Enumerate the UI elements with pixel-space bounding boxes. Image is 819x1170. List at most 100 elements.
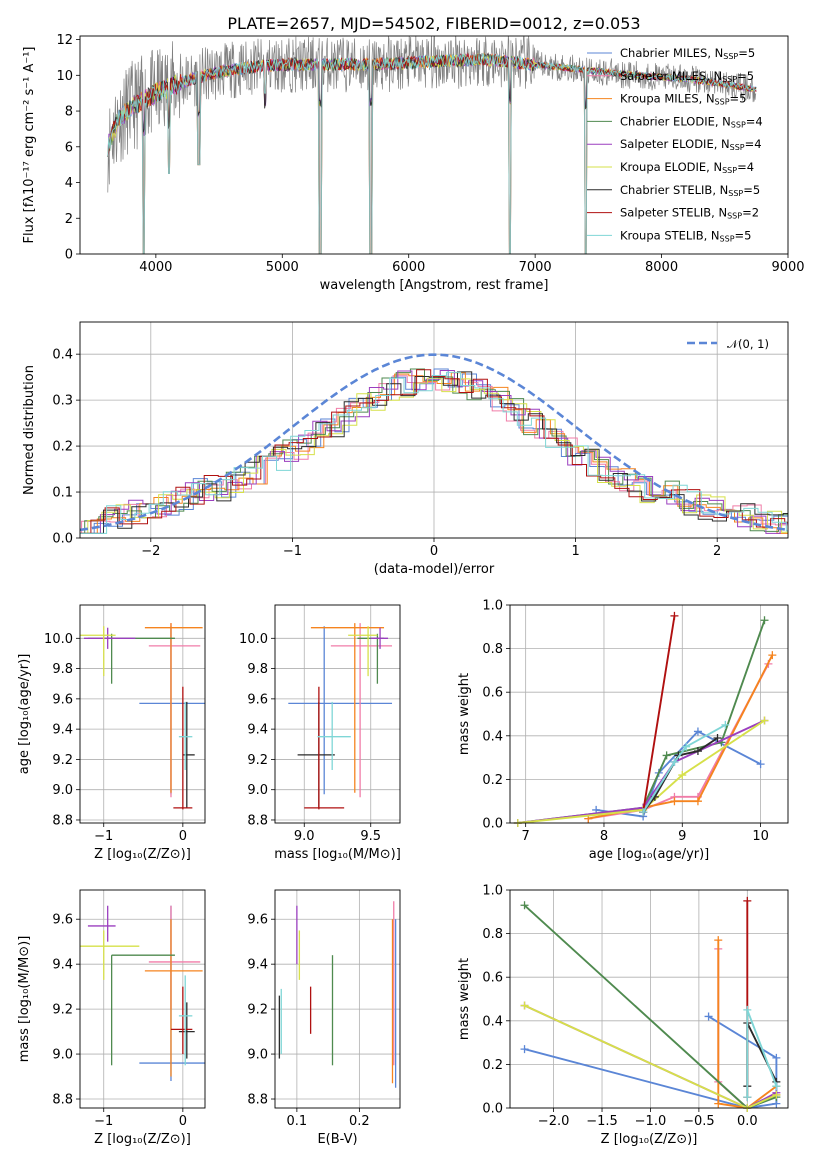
spectrum-axes: 4000 5000 6000 7000 8000 9000 0 2 4 6 8 10 12 [56,33,804,275]
histogram-series [80,370,788,534]
legend-label-suffix: =5 [735,228,752,242]
series-marker [670,797,679,806]
spectrum-plot [107,36,757,254]
y-tick-label: 9.4 [52,723,73,738]
series-marker [772,1082,781,1091]
x-tick-label: 9 [678,829,686,844]
histogram-series [80,377,788,534]
series-marker [772,1090,781,1099]
y-tick-label: 0.6 [482,686,503,701]
y-axis-label: mass [log₁₀(M/M⊙)] [17,936,32,1063]
y-axis-label: mass weight [457,673,472,755]
y-tick-label: 9.6 [247,913,268,928]
x-tick-label: −1 [94,829,113,844]
y-tick-label: 9.2 [247,753,268,768]
legend-label: Salpeter MILES, NSSP=5 [620,69,754,84]
y-tick-label: 1.0 [482,884,503,899]
series-marker [704,1012,713,1021]
x-tick-label: −2 [141,544,160,559]
series-marker [520,1001,529,1010]
legend-label-main: Kroupa STELIB, N [620,228,720,242]
massweight-vs-age-frame [509,604,789,824]
mass-vs-ebv-frame [274,889,401,1109]
y-tick-label: 8.8 [247,1093,268,1108]
mass-vs-ebv-points [278,901,397,1088]
series-marker [670,757,679,766]
x-tick-label: 6000 [392,260,425,275]
legend-label-sub: SSP [730,143,745,152]
legend-label-suffix: =4 [745,137,762,151]
residuals-axes: −2 −1 0 1 2 0.0 0.1 0.2 0.3 0.4 [52,322,788,559]
y-tick-label: 9.0 [52,783,73,798]
x-tick-label: −1 [283,544,302,559]
y-tick-label: 9.2 [247,1003,268,1018]
y-tick-label: 8.8 [247,813,268,828]
x-axis-label: wavelength [Angstrom, rest frame] [320,278,549,293]
y-tick-label: 0.3 [52,394,73,409]
x-tick-label: 4000 [139,260,172,275]
series-line [517,719,765,824]
x-tick-label: 0.1 [287,1114,308,1129]
y-axis-label: age [log₁₀(age/yr)] [17,654,32,775]
y-tick-label: 0.1 [52,486,73,501]
x-tick-label: 9000 [771,260,804,275]
series-line [642,724,726,813]
legend-label-sub: SSP [723,52,738,61]
x-tick-label: −1.5 [586,1114,618,1129]
x-tick-label: 7 [522,829,530,844]
massweight-vs-age-axes: 7 8 9 10 0.0 0.2 0.4 0.6 0.8 1.0 [482,599,788,844]
x-tick-label: 0 [179,829,187,844]
x-tick-label: 1 [571,544,579,559]
chart-title: PLATE=2657, MJD=54502, FIBERID=0012, z=0… [227,14,640,33]
spectrum-frame [79,35,789,255]
series-line [595,730,762,818]
y-tick-label: 9.6 [52,913,73,928]
series-marker [772,1053,781,1062]
legend-label-main: Salpeter MILES, N [620,69,722,83]
legend-label: Salpeter ELODIE, NSSP=4 [620,137,762,152]
x-axis-label: Z [log₁₀(Z/Z⊙)] [601,1132,698,1147]
series-marker [743,1005,752,1014]
y-tick-label: 9.6 [247,692,268,707]
y-tick-label: 9.0 [52,1048,73,1063]
series-marker [682,742,691,751]
legend-label-sub: SSP [715,98,730,107]
y-tick-label: 9.4 [247,958,268,973]
y-tick-label: 1.0 [482,599,503,614]
legend-label: Kroupa MILES, NSSP=5 [620,92,746,107]
x-tick-label: −0.5 [683,1114,715,1129]
y-tick-label: 9.6 [52,692,73,707]
y-tick-label: 9.0 [247,783,268,798]
y-tick-label: 0.2 [52,440,73,455]
legend-label-suffix: =5 [737,69,754,83]
y-tick-label: 12 [56,33,73,48]
massweight-vs-age-series [513,611,777,827]
legend-label-main: Kroupa ELODIE, N [620,160,722,174]
y-tick-label: 2 [65,212,73,227]
legend-normal-label: 𝒩(0, 1) [727,337,769,351]
series-marker [520,1045,529,1054]
y-tick-label: 9.2 [52,1003,73,1018]
series-marker [760,716,769,725]
y-tick-label: 10.0 [44,632,73,647]
legend-label-main: Chabrier ELODIE, N [620,114,731,128]
y-tick-label: 0.8 [482,642,503,657]
y-tick-label: 9.2 [52,753,73,768]
legend-label-main: Salpeter STELIB, N [620,206,727,220]
series-line [717,940,777,1109]
series-line [642,615,676,813]
y-tick-label: 9.4 [52,958,73,973]
x-tick-label: 8000 [645,260,678,275]
legend-label-main: Kroupa MILES, N [620,92,715,106]
age-vs-mass-frame [274,604,401,824]
y-tick-label: 9.8 [247,662,268,677]
mass-vs-Z-frame [79,889,206,1109]
y-tick-label: 0.0 [482,817,503,832]
x-axis-label: Z [log₁₀(Z/Z⊙)] [94,847,191,862]
x-axis-label: age [log₁₀(age/yr)] [589,847,710,862]
series-line [517,719,766,824]
series-marker [760,616,769,625]
y-tick-label: 9.0 [247,1048,268,1063]
y-tick-label: 6 [65,140,73,155]
